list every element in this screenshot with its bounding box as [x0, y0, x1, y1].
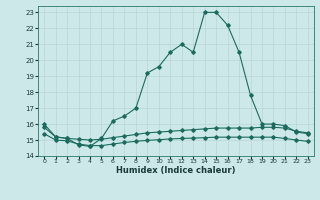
X-axis label: Humidex (Indice chaleur): Humidex (Indice chaleur) — [116, 166, 236, 175]
